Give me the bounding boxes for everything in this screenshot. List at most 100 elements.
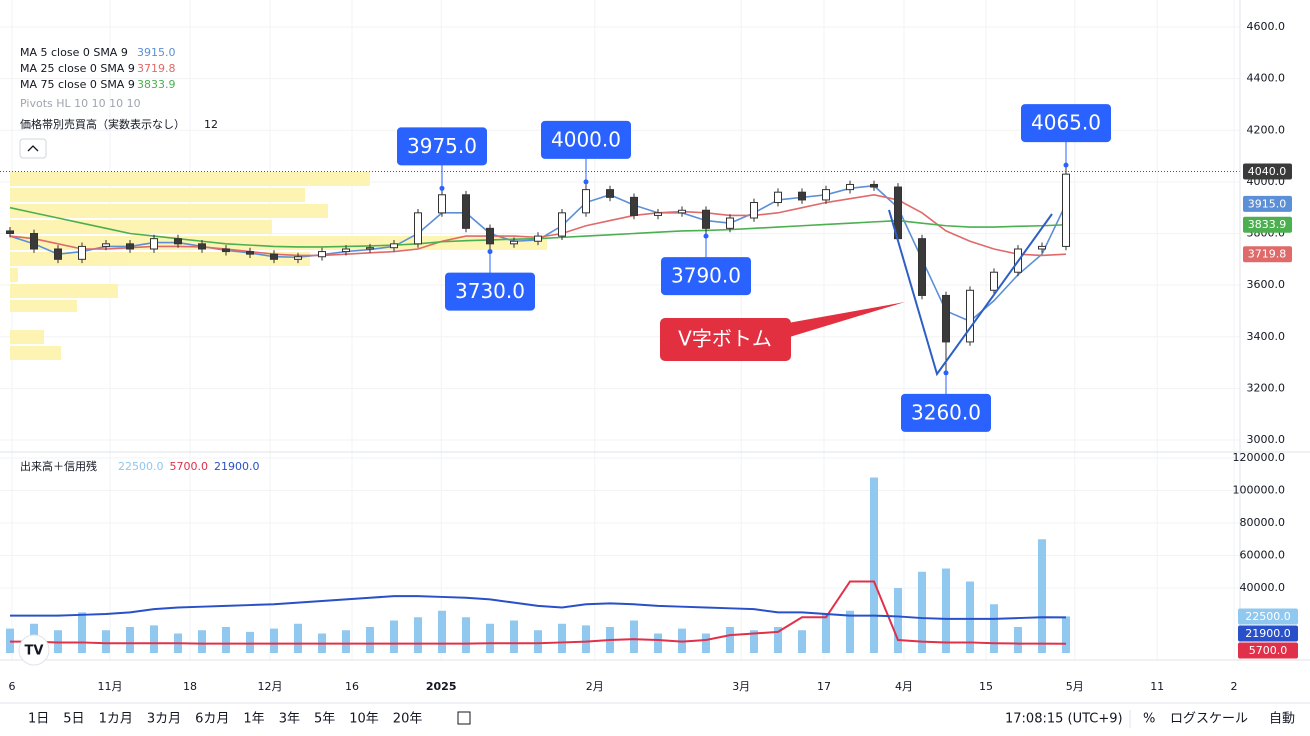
volume-badge [1238,608,1298,625]
candle-body [582,189,590,214]
range-button[interactable]: 5年 [314,712,335,727]
logo[interactable] [18,634,50,666]
volume-bar [918,571,926,653]
scale-button[interactable]: ログスケール [1170,712,1248,727]
price-badge [1243,195,1292,212]
indicator-name: Pivots HL 10 10 10 10 [20,97,141,110]
volume-bar [942,568,950,653]
range-button[interactable]: 3カ月 [147,712,181,727]
candle-body [6,230,14,234]
scale-button[interactable]: 自動 [1269,712,1295,727]
collapse-button[interactable] [19,138,47,159]
pivot-label-box [901,393,991,432]
price-badge-label: 4040.0 [1248,165,1287,178]
candle-body [846,183,854,191]
volume-bar [990,604,998,653]
candle-body [990,271,998,291]
range-button[interactable]: 5日 [63,712,84,727]
candle-body [222,248,230,253]
x-tick-label: 11 [1150,680,1164,693]
volume-bar [582,625,590,653]
range-button[interactable]: 1年 [243,712,264,727]
y-tick-label: 60000.0 [1240,549,1286,562]
pivot-label: 4065.0 [1031,111,1101,135]
candle-body [174,238,182,245]
y-tick-label: 3600.0 [1247,278,1286,291]
volume-line [10,595,1067,620]
x-tick-label: 3月 [732,680,750,693]
x-tick-label: 17 [817,680,831,693]
drawings: V字ボトム [660,209,1053,377]
pivot-label-box [661,257,751,296]
toolbar: 1日 5日 1カ月 3カ月 6カ月 1年 3年 5年 10年 20年 17:08:15 (UTC+9… [28,710,1295,728]
range-button[interactable]: 3年 [279,712,300,727]
legend-name: MA 5 close 0 SMA 9 [20,46,128,59]
pivot-point [943,370,949,376]
price-badge-label: 3719.8 [1248,248,1287,261]
candle-body [486,227,494,245]
pivot-label-box [1021,104,1111,143]
callout-box[interactable] [660,318,791,361]
candle-body [1062,173,1070,247]
range-button[interactable]: 1日 [28,712,49,727]
scale-button[interactable]: % [1143,712,1155,727]
y-tick-label: 120000.0 [1233,451,1286,464]
legend-value: 21900.0 [214,460,260,473]
candle-body [966,289,974,343]
volume-bar [414,617,422,653]
x-tick-label: 2月 [586,680,604,693]
y-tick-label: 3400.0 [1247,330,1286,343]
candle-body [78,245,86,260]
candle-body [198,243,206,250]
legend-value: 3833.9 [137,78,176,91]
x-tick-label: 18 [183,680,197,693]
legend-value: 3915.0 [137,46,176,59]
volume-profile [10,172,547,360]
pivot-label: 3260.0 [911,400,981,424]
pivot-label: 3730.0 [455,279,525,303]
volume-bar [390,620,398,653]
candle-body [270,253,278,260]
pivot-point [703,233,709,239]
volume-badge-label: 22500.0 [1245,610,1291,623]
volume-bar [246,631,254,653]
clock: 17:08:15 (UTC+9) [1005,712,1123,727]
v-trendline[interactable] [888,209,1053,377]
indicator-name: 価格帯別売買高（実数表示なし） [20,117,185,131]
logo-mark: TV [25,644,44,659]
price-badge [1243,246,1292,263]
price-badge [1243,216,1292,233]
volume-bar [630,620,638,653]
x-tick-label: 11月 [98,680,123,693]
candle-body [318,251,326,258]
candle-body [150,238,158,250]
annotation: V字ボトム [678,327,772,351]
candle-body [774,191,782,204]
volume-bar [366,627,374,653]
candle-body [918,238,926,296]
volume-bar [78,612,86,653]
range-button[interactable]: 10年 [349,712,379,727]
volume-bar [558,623,566,653]
range-button[interactable]: 1カ月 [99,712,133,727]
pivot-label-box [397,127,487,166]
volume-badge-label: 21900.0 [1245,627,1291,640]
range-button[interactable]: 20年 [393,712,423,727]
volume-badge [1238,625,1298,642]
pivot-point [583,179,589,185]
volume-title: 出来高＋信用残 [20,459,97,473]
volume-bar [462,617,470,653]
x-tick-label: 12月 [258,680,283,693]
price-badge [1243,163,1292,180]
candle-body [126,243,134,250]
range-button[interactable]: 6カ月 [195,712,229,727]
indicator-setting: 12 [204,118,218,131]
date-range-icon[interactable] [457,711,471,725]
pivot-label-box [445,272,535,311]
volume-bar [822,614,830,653]
candle-body [750,202,758,219]
volume-bar [654,633,662,653]
volume-badge-label: 5700.0 [1249,644,1288,657]
